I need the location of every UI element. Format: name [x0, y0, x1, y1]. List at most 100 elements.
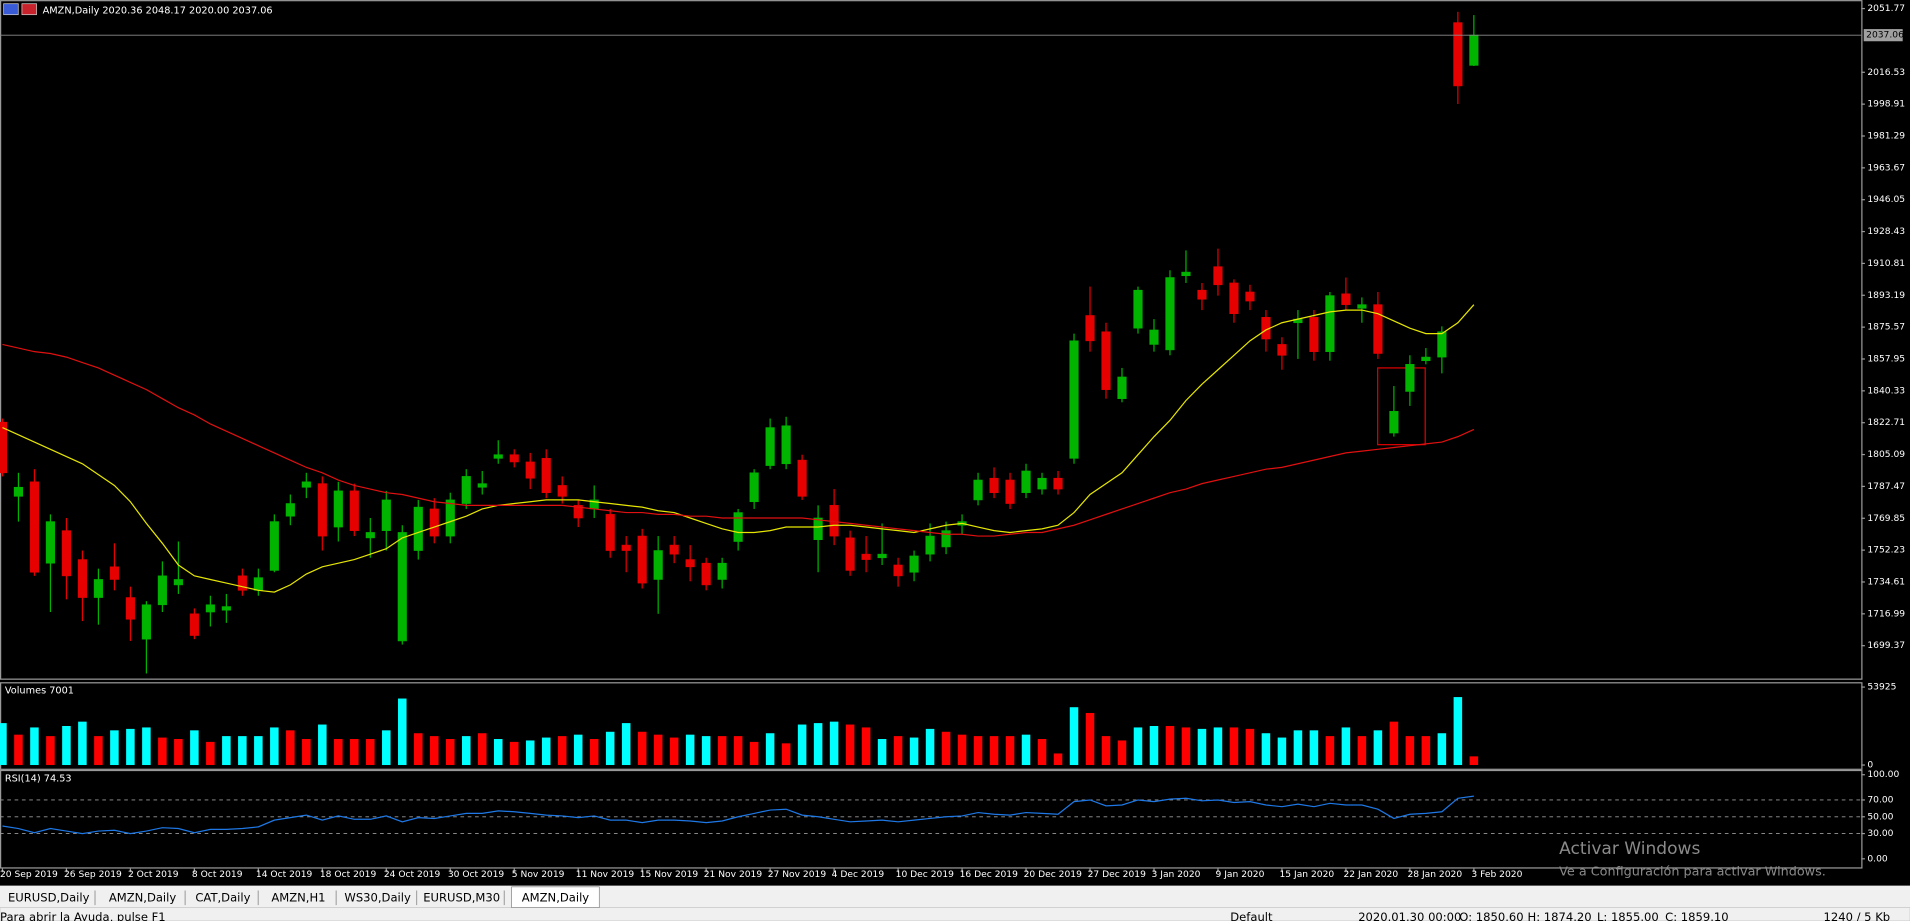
x-tick-label: 20 Sep 2019 [0, 870, 58, 880]
volume-bar [701, 736, 711, 766]
y-tick-label: 1910.81 [1867, 259, 1905, 269]
y-tick-label: 0.00 [1867, 854, 1888, 864]
candle-body [125, 597, 135, 620]
x-tick-label: 11 Nov 2019 [576, 870, 635, 880]
volume-bar [813, 723, 823, 766]
candle-body [461, 476, 471, 504]
y-tick-label: 70.00 [1867, 795, 1893, 805]
candle-body [349, 490, 359, 531]
volume-bar [1229, 727, 1239, 766]
volume-bar [493, 739, 503, 766]
volume-bar [461, 736, 471, 766]
x-tick-label: 18 Oct 2019 [320, 870, 377, 880]
watermark-subtitle: Ve a Configuración para activar Windows. [1559, 865, 1826, 880]
volume-title: Volumes 7001 [5, 686, 74, 697]
status-close: C: 1859.10 [1665, 910, 1728, 921]
candle-body [1389, 411, 1399, 434]
candle-body [413, 506, 423, 551]
y-tick-label: 1716.99 [1867, 609, 1905, 619]
tab [190, 889, 256, 907]
y-tick-label: 1893.19 [1867, 291, 1905, 301]
volume-bar [525, 740, 535, 766]
candle-body [77, 559, 87, 598]
volume-bar [62, 725, 71, 766]
x-tick-label: 15 Jan 2020 [1280, 870, 1335, 880]
tab-label: AMZN,Daily [109, 890, 177, 904]
candle-body [1325, 295, 1335, 352]
y-tick-label: 53925 [1867, 683, 1896, 693]
volume-bar [1101, 736, 1111, 766]
candle-body [973, 479, 983, 501]
x-tick-label: 27 Nov 2019 [768, 870, 827, 880]
tab [421, 889, 502, 907]
y-tick-label: 1946.05 [1867, 195, 1905, 205]
candle-body [173, 579, 183, 586]
candle-body [1245, 291, 1255, 302]
candle-body [13, 486, 23, 497]
candle-body [109, 566, 119, 580]
volume-bar [1421, 736, 1431, 766]
candle-body [1437, 331, 1447, 358]
status-low: L: 1855.00 [1597, 910, 1659, 921]
x-tick-label: 28 Jan 2020 [1407, 870, 1462, 880]
candle-body [237, 575, 247, 591]
x-tick-label: 24 Oct 2019 [384, 870, 441, 880]
volume-bar [1405, 736, 1415, 766]
volume-bar [1357, 736, 1367, 766]
candle-body [1277, 344, 1287, 356]
volume-bar [653, 734, 663, 766]
candle-body [221, 606, 231, 611]
volume-bar [398, 698, 407, 766]
candle-body [541, 458, 551, 493]
tab-label: WS30,Daily [344, 890, 411, 904]
candle-body [1309, 317, 1319, 352]
volume-bar [445, 739, 455, 766]
candle-body [1469, 34, 1479, 66]
volume-bar [1373, 730, 1383, 766]
candle-body [205, 604, 215, 613]
y-tick-label: 2051.77 [1867, 4, 1905, 14]
candle-body [621, 544, 631, 551]
volume-bar [174, 739, 183, 766]
volume-bar [94, 736, 103, 766]
volume-bar [382, 730, 391, 766]
volume-bar [238, 736, 247, 766]
volume-bar [1133, 727, 1143, 766]
volume-bar [1053, 753, 1063, 766]
x-tick-label: 21 Nov 2019 [704, 870, 763, 880]
candle-body [1421, 356, 1431, 362]
candle-body [1133, 289, 1143, 329]
y-tick-label: 1769.85 [1867, 514, 1905, 524]
y-tick-label: 1840.33 [1867, 386, 1905, 396]
y-tick-label: 1875.57 [1867, 323, 1905, 333]
status-open: O: 1850.60 [1459, 910, 1523, 921]
x-tick-label: 8 Oct 2019 [192, 870, 243, 880]
tab-label: CAT,Daily [195, 890, 250, 904]
volume-bar [254, 736, 263, 766]
volume-bar [1341, 727, 1351, 766]
volume-bar [1149, 725, 1159, 766]
volume-bar [222, 736, 231, 766]
volume-bar [350, 739, 359, 766]
candle-body [93, 579, 103, 598]
volume-bar [126, 728, 135, 766]
volume-bar [909, 737, 919, 766]
candle-body [1165, 277, 1175, 351]
volume-bar [1117, 740, 1127, 766]
candle-body [269, 521, 279, 571]
moving-average [2, 343, 1475, 537]
candle-body [781, 425, 791, 465]
volume-bar [941, 731, 951, 766]
candle-body [1149, 329, 1159, 345]
volume-bar [1197, 728, 1207, 766]
volume-bar [1309, 730, 1319, 766]
volume-bar [717, 736, 727, 766]
volume-bar [1165, 725, 1175, 766]
status-help: Para abrir la Ayuda, pulse F1 [0, 910, 166, 921]
volume-bar [957, 734, 967, 766]
volume-bar [973, 736, 983, 766]
candle-body [749, 472, 759, 503]
y-tick-label: 1699.37 [1867, 641, 1905, 651]
